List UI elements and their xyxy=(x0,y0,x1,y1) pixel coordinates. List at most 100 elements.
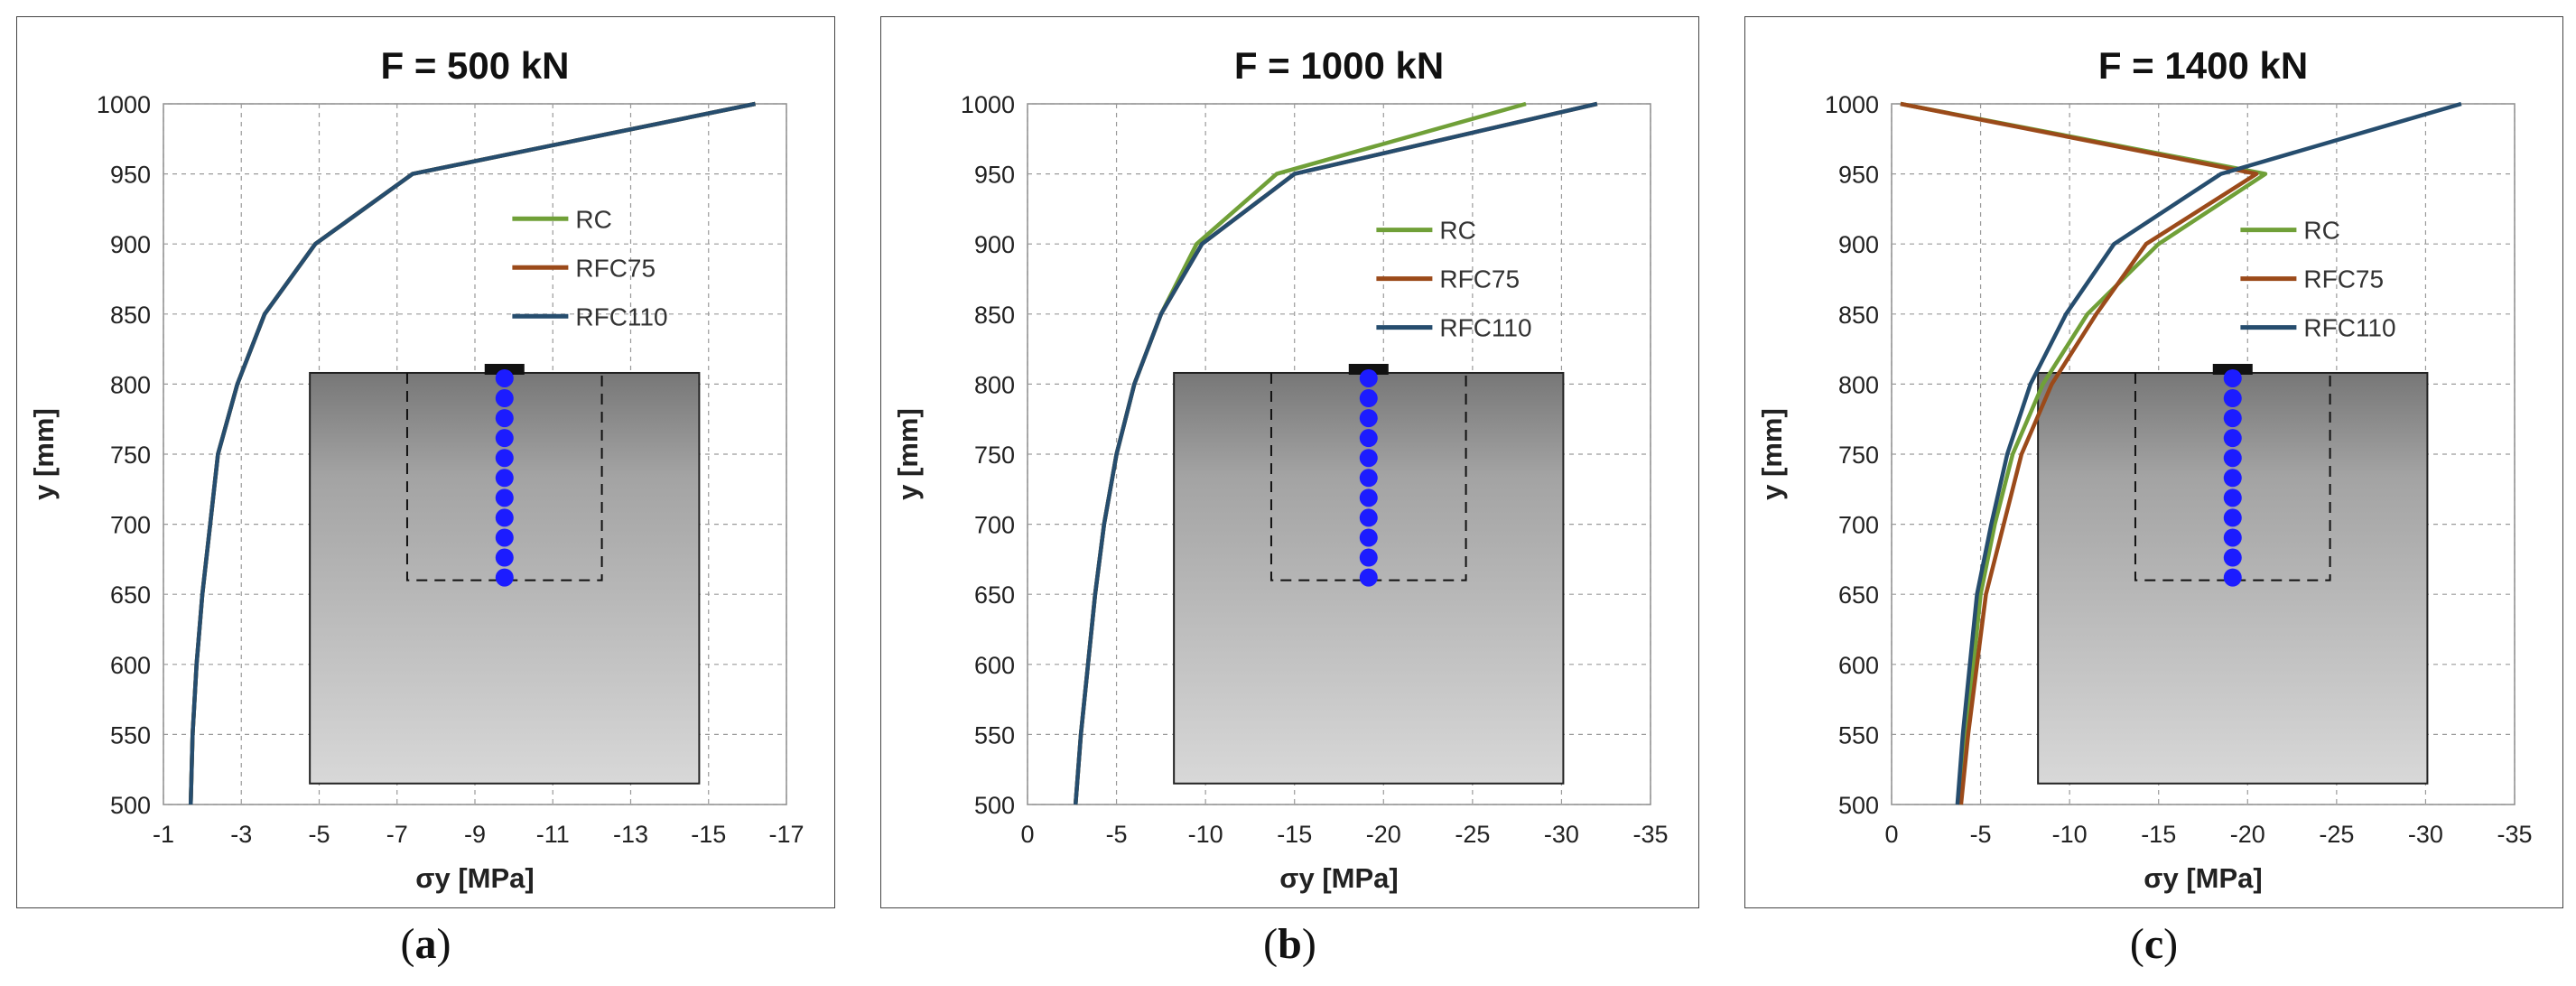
probe-point xyxy=(1359,508,1378,527)
probe-point xyxy=(2223,548,2242,567)
legend-label: RC xyxy=(1439,217,1475,245)
probe-point xyxy=(495,429,514,448)
y-tick-label: 600 xyxy=(110,652,151,679)
x-tick-label: -7 xyxy=(386,821,408,848)
chart-svg: 0 -5 -10 -15 -20 -25 -30 -35 500 550 600 650 700 750 8… xyxy=(1756,44,2533,894)
probe-point xyxy=(495,548,514,567)
y-axis-label: y [mm] xyxy=(28,408,60,500)
x-tick-label: -20 xyxy=(1366,821,1401,848)
series-line-rc xyxy=(1900,101,2268,805)
x-tick-label: 0 xyxy=(1020,821,1034,848)
y-tick-label: 850 xyxy=(110,302,151,329)
dashed-region xyxy=(1269,372,1467,581)
y-tick-label: 800 xyxy=(974,371,1015,398)
chart-title: F = 1400 kN xyxy=(2098,44,2308,87)
probe-point xyxy=(495,409,514,428)
x-tick-label: -10 xyxy=(2052,821,2088,848)
y-tick-label: 500 xyxy=(110,792,151,819)
x-tick-label: -13 xyxy=(613,821,648,848)
chart-title: F = 1000 kN xyxy=(1234,44,1444,87)
y-tick-label: 600 xyxy=(974,652,1015,679)
probe-point xyxy=(495,568,514,587)
y-tick-label: 700 xyxy=(110,512,151,539)
x-tick-label: -5 xyxy=(1970,821,1992,848)
legend-label: RFC75 xyxy=(2303,265,2384,293)
probe-point xyxy=(1359,389,1378,408)
probe-point xyxy=(495,389,514,408)
series-line-rfc110 xyxy=(1955,101,2462,805)
y-tick-label: 950 xyxy=(110,162,151,189)
x-tick-label: -5 xyxy=(308,821,330,848)
dashed-region xyxy=(2134,372,2331,581)
x-tick-label: -20 xyxy=(2230,821,2265,848)
probe-point xyxy=(2223,449,2242,468)
probe-point xyxy=(2223,488,2242,507)
x-tick-label: -35 xyxy=(1632,821,1668,848)
probe-point xyxy=(495,368,514,387)
x-tick-label: -11 xyxy=(536,821,570,848)
legend-label: RFC75 xyxy=(575,254,656,282)
y-tick-label: 900 xyxy=(974,231,1015,258)
caption-b: (b) xyxy=(1263,920,1316,968)
x-tick-label: -9 xyxy=(464,821,486,848)
x-tick-label: -30 xyxy=(2408,821,2443,848)
probe-point xyxy=(1359,409,1378,428)
probe-point xyxy=(495,469,514,488)
caption-a: (a) xyxy=(400,920,451,968)
x-tick-label: -30 xyxy=(1544,821,1579,848)
x-tick-label: -25 xyxy=(1455,821,1490,848)
y-tick-label: 750 xyxy=(1838,442,1879,469)
y-tick-label: 650 xyxy=(110,581,151,609)
y-axis-label: y [mm] xyxy=(1756,408,1788,500)
y-tick-label: 950 xyxy=(1838,162,1879,189)
probe-point xyxy=(1359,368,1378,387)
probe-point xyxy=(2223,409,2242,428)
probe-point xyxy=(2223,568,2242,587)
probe-point xyxy=(2223,429,2242,448)
series-line-rfc110 xyxy=(188,101,756,805)
y-tick-label: 900 xyxy=(1838,231,1879,258)
probe-point xyxy=(2223,389,2242,408)
legend-label: RFC110 xyxy=(2303,314,2395,342)
legend-label: RFC110 xyxy=(1439,314,1531,342)
probe-point xyxy=(1359,548,1378,567)
series-line-rfc110 xyxy=(1073,101,1598,805)
x-tick-label: 0 xyxy=(1884,821,1898,848)
x-tick-label: -25 xyxy=(2319,821,2354,848)
y-tick-label: 500 xyxy=(1838,792,1879,819)
y-tick-label: 1000 xyxy=(1825,91,1879,118)
x-axis-label: σy [MPa] xyxy=(415,862,534,894)
loading-plate xyxy=(2212,363,2253,375)
legend-label: RC xyxy=(575,205,611,233)
legend-label: RC xyxy=(2303,217,2339,245)
y-tick-label: 650 xyxy=(974,581,1015,609)
x-tick-label: -1 xyxy=(153,821,174,848)
y-tick-label: 750 xyxy=(110,442,151,469)
y-tick-label: 850 xyxy=(1838,302,1879,329)
x-tick-label: -15 xyxy=(2141,821,2176,848)
probe-point xyxy=(2223,469,2242,488)
x-tick-label: -5 xyxy=(1106,821,1128,848)
x-tick-label: -3 xyxy=(230,821,252,848)
probe-point xyxy=(1359,488,1378,507)
probe-point xyxy=(2223,368,2242,387)
y-tick-label: 800 xyxy=(110,371,151,398)
chart-svg: 0 -5 -10 -15 -20 -25 -30 -35 500 550 600 650 700 750 8… xyxy=(892,44,1669,894)
dashed-region xyxy=(405,372,603,581)
y-tick-label: 800 xyxy=(1838,371,1879,398)
chart-panel-b: 0 -5 -10 -15 -20 -25 -30 -35 500 550 600 650 700 750 8… xyxy=(880,16,1699,908)
probe-point xyxy=(1359,568,1378,587)
probe-point xyxy=(1359,429,1378,448)
x-tick-label: -10 xyxy=(1188,821,1223,848)
y-tick-label: 650 xyxy=(1838,581,1879,609)
y-tick-label: 500 xyxy=(974,792,1015,819)
y-axis-label: y [mm] xyxy=(892,408,924,500)
probe-point xyxy=(495,528,514,547)
x-tick-label: -35 xyxy=(2497,821,2532,848)
y-tick-label: 1000 xyxy=(97,91,151,118)
x-tick-label: -17 xyxy=(768,821,804,848)
x-tick-label: -15 xyxy=(1277,821,1312,848)
probe-point xyxy=(2223,508,2242,527)
x-axis-label: σy [MPa] xyxy=(1279,862,1398,894)
y-tick-label: 1000 xyxy=(961,91,1015,118)
